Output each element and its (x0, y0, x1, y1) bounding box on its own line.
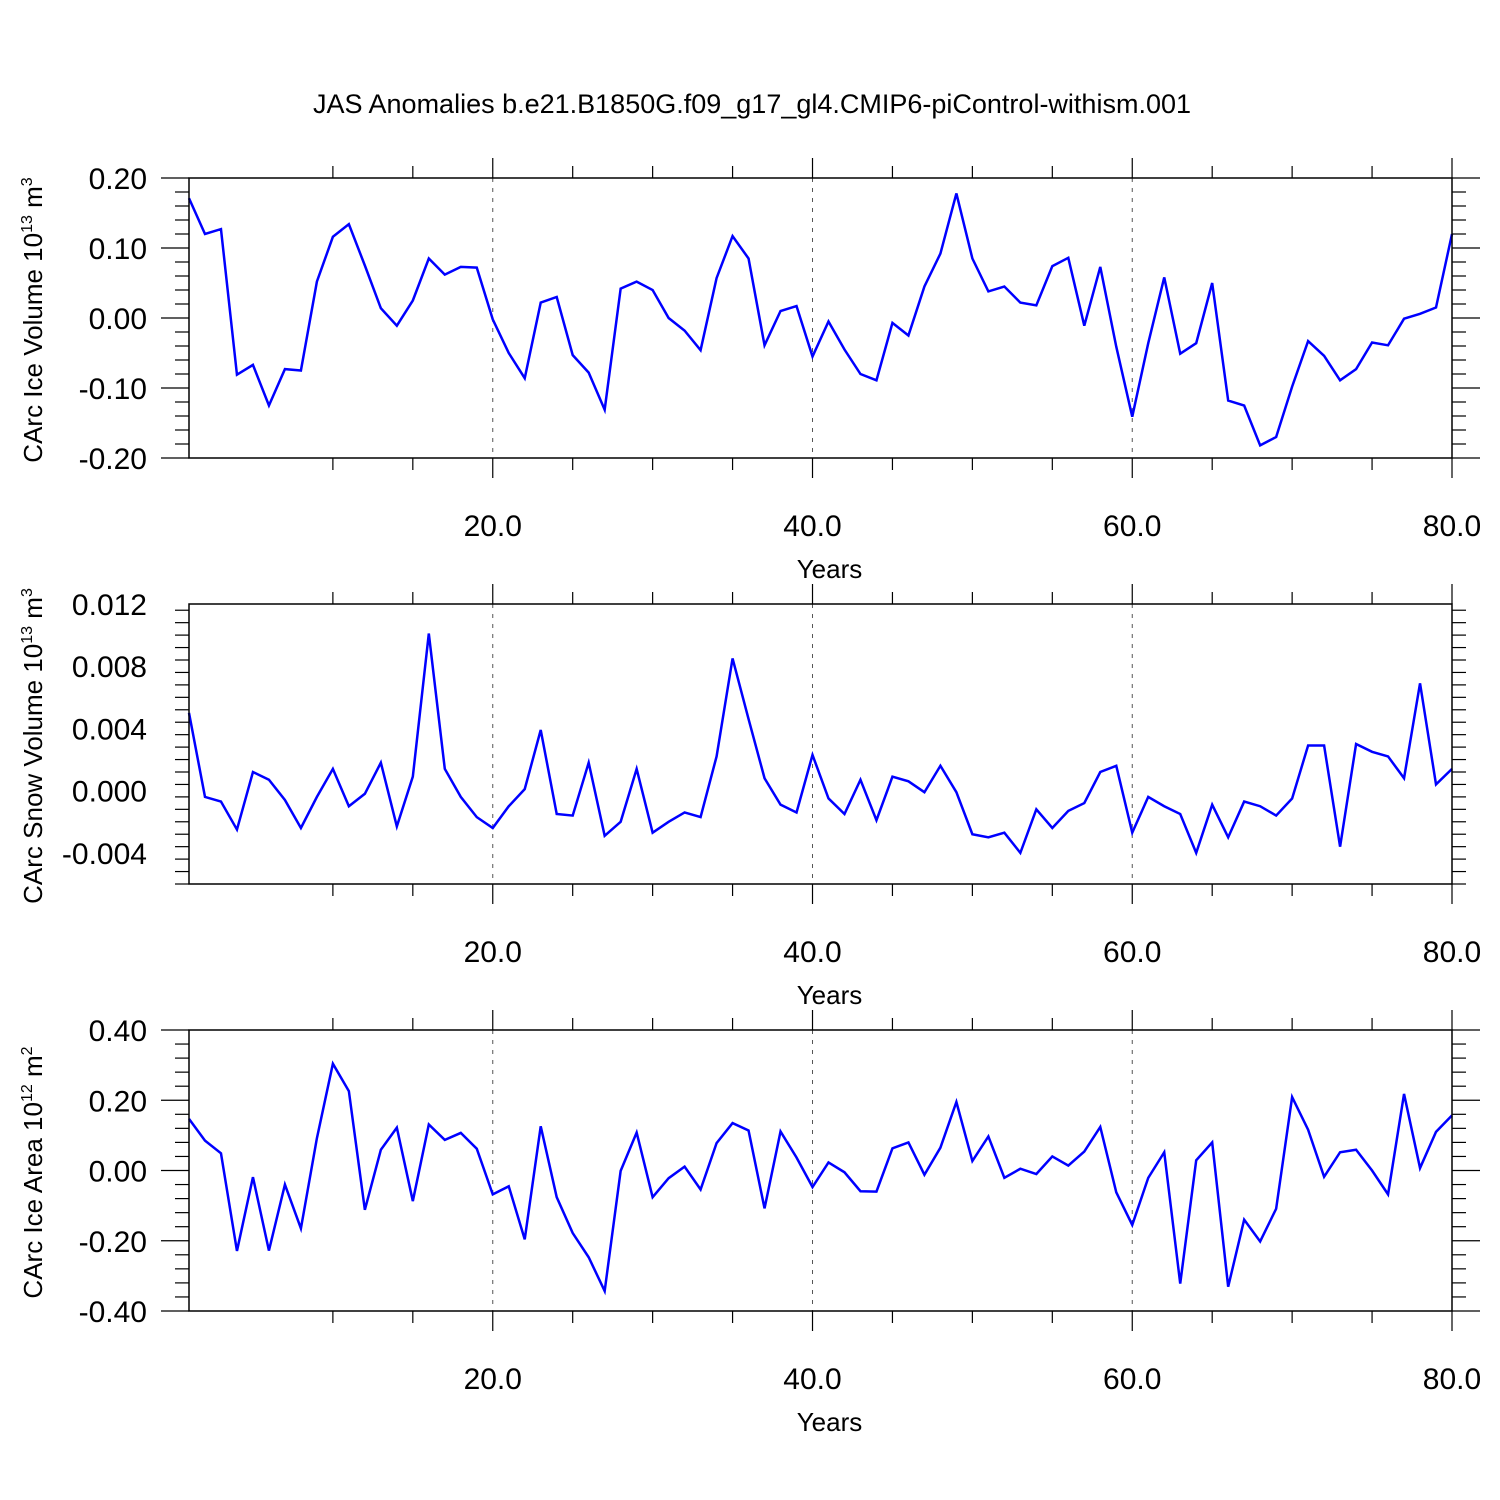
y-tick-label: -0.20 (79, 443, 147, 476)
x-tick-label: 80.0 (1423, 936, 1481, 969)
y-tick-label: 0.10 (89, 233, 147, 266)
y-tick-label: 0.012 (72, 589, 147, 622)
y-tick-label: 0.008 (72, 651, 147, 684)
y-axis-label: CArc Snow Volume 1013 m3 (18, 588, 48, 904)
x-tick-label: 60.0 (1103, 510, 1161, 543)
y-tick-label: -0.40 (79, 1296, 147, 1329)
series-line (187, 1060, 1453, 1296)
y-tick-label: 0.00 (89, 1156, 147, 1189)
y-tick-label: 0.004 (72, 713, 147, 746)
x-tick-label: 40.0 (783, 1363, 841, 1396)
y-tick-label: -0.10 (79, 373, 147, 406)
x-axis-label: Years (797, 980, 863, 1010)
x-tick-label: 40.0 (783, 936, 841, 969)
y-tick-label: 0.40 (89, 1015, 147, 1048)
y-tick-label: 0.00 (89, 303, 147, 336)
x-axis-label: Years (797, 554, 863, 584)
chart-title: JAS Anomalies b.e21.B1850G.f09_g17_gl4.C… (313, 89, 1191, 119)
x-tick-label: 40.0 (783, 510, 841, 543)
chart-panel-3: 20.0 40.0 60.0 80.0 Years -0.40 -0.20 0.00 0.20 0… (18, 1010, 1481, 1437)
plot-frame (188, 177, 1453, 459)
series-line (187, 193, 1454, 448)
chart-panel-2: 20.0 40.0 60.0 80.0 Years -0.004 0.000 0.004 0.0… (18, 584, 1481, 1010)
x-axis-label: Years (797, 1407, 863, 1437)
y-axis-label: CArc Ice Volume 1013 m3 (18, 177, 48, 462)
y-tick-label: 0.000 (72, 776, 147, 809)
y-tick-label: 0.20 (89, 1085, 147, 1118)
y-axis-label: CArc Ice Area 1012 m2 (18, 1046, 48, 1298)
chart-panel-1: 20.0 40.0 60.0 80.0 Years -0.20 -0.10 0.00 0.10 0… (18, 158, 1481, 584)
series-line (187, 633, 1453, 857)
x-tick-label: 80.0 (1423, 510, 1481, 543)
x-tick-label: 20.0 (464, 1363, 522, 1396)
x-tick-label: 60.0 (1103, 936, 1161, 969)
x-tick-label: 20.0 (464, 510, 522, 543)
x-tick-label: 80.0 (1423, 1363, 1481, 1396)
x-tick-label: 60.0 (1103, 1363, 1161, 1396)
y-tick-label: -0.004 (62, 838, 147, 871)
y-tick-label: -0.20 (79, 1226, 147, 1259)
plot-frame (188, 1029, 1453, 1312)
x-tick-label: 20.0 (464, 936, 522, 969)
plot-frame (188, 603, 1453, 885)
y-tick-label: 0.20 (89, 163, 147, 196)
